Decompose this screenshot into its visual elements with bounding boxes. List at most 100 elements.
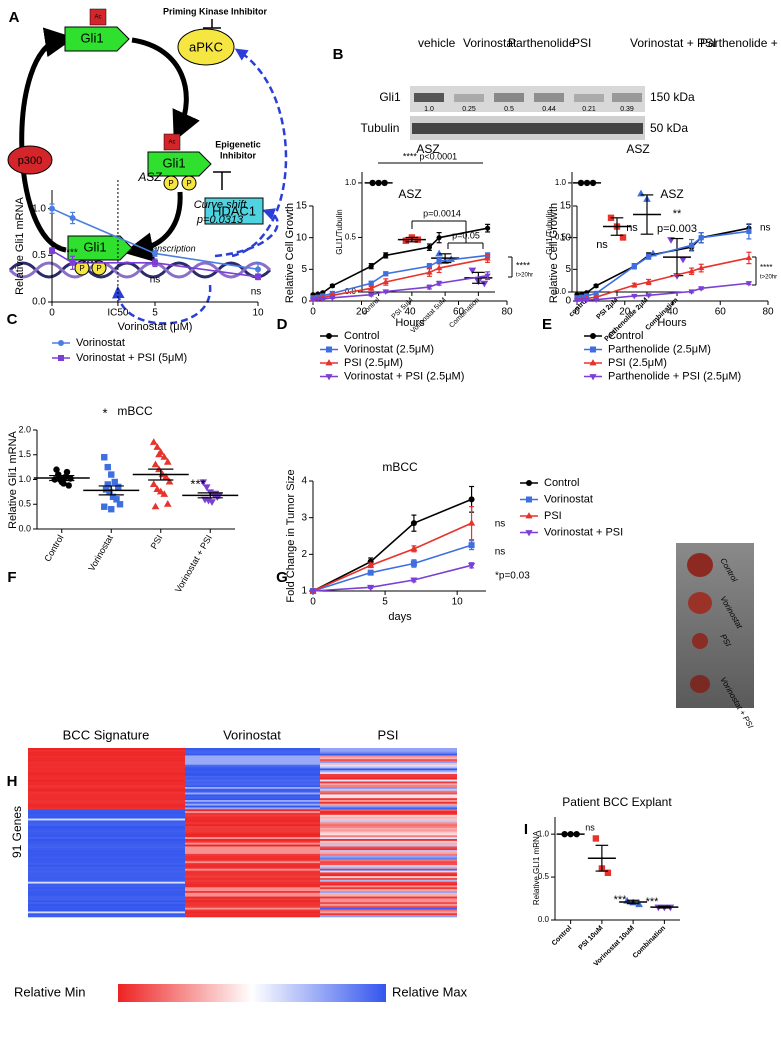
heatmap-row <box>320 913 457 916</box>
heatmap-row <box>185 909 320 912</box>
hdac-dashed-arrow <box>214 208 279 258</box>
heatmap-row <box>185 826 320 829</box>
data-point <box>604 869 612 876</box>
tumor-photo <box>676 543 754 708</box>
band-quantity: 1.0 <box>424 106 434 113</box>
heatmap-row <box>185 774 320 777</box>
nuclear-arrow <box>123 191 183 263</box>
gli1-shape <box>147 151 212 177</box>
y-tick-label: 10 <box>296 232 308 243</box>
data-point <box>485 225 491 231</box>
heatmap-row <box>28 911 185 914</box>
heatmap-row <box>28 876 185 879</box>
gli1-label: Gli1 <box>83 239 106 254</box>
lane-label: Vorinostat <box>463 36 517 50</box>
data-point <box>435 264 443 271</box>
heatmap-row <box>28 872 185 875</box>
panel-letter: D <box>277 316 288 333</box>
heatmap-row <box>320 898 457 901</box>
heatmap-row <box>28 796 185 799</box>
data-point <box>163 458 172 465</box>
legend-label: Vorinostat (2.5μM) <box>344 343 434 355</box>
heatmap-row <box>28 837 185 840</box>
heatmap-row <box>185 807 320 810</box>
heatmap-row <box>320 889 457 892</box>
heatmap-row <box>28 749 185 753</box>
heatmap-row <box>28 881 185 884</box>
heatmap-row <box>320 852 457 855</box>
heatmap-row <box>28 816 185 819</box>
heatmap-row <box>28 757 185 760</box>
heatmap-row <box>320 907 457 910</box>
heatmap-row <box>320 840 457 844</box>
heatmap-row <box>320 905 457 909</box>
legend-marker <box>58 340 64 346</box>
heatmap-row <box>320 842 457 845</box>
annotation: *** <box>614 894 628 906</box>
data-point <box>646 254 652 260</box>
heatmap-row <box>320 794 457 797</box>
chart-title: ASZ <box>398 187 421 201</box>
x-tick-label: 40 <box>667 307 679 318</box>
heatmap-row <box>320 813 457 816</box>
data-point <box>69 215 76 221</box>
heatmap-row <box>185 904 320 907</box>
heatmap-row <box>185 792 320 795</box>
y-tick-label: 2 <box>301 549 307 560</box>
heatmap-row <box>185 865 320 868</box>
x-tick-label: 20 <box>619 307 631 318</box>
heatmap-row <box>28 848 185 851</box>
data-point <box>746 228 752 234</box>
data-point <box>573 298 581 304</box>
heatmap-row <box>185 842 320 845</box>
heatmap-row <box>320 787 457 790</box>
heatmap-row <box>28 774 185 777</box>
heatmap-row <box>320 900 457 903</box>
heatmap-row <box>28 905 185 909</box>
data-point <box>309 588 317 595</box>
data-point <box>467 562 476 570</box>
heatmap-row <box>320 839 457 842</box>
data-point <box>631 293 638 300</box>
heatmap-row <box>320 859 457 862</box>
data-point <box>436 258 442 264</box>
data-point <box>382 278 389 285</box>
y-tick-label: 10 <box>560 232 572 243</box>
p300-label: p300 <box>18 155 42 167</box>
heatmap-row <box>185 879 320 883</box>
heatmap-row <box>320 790 457 793</box>
data-point <box>49 247 55 254</box>
annotation: **** <box>82 259 98 270</box>
heatmap-row <box>185 870 320 873</box>
data-point <box>60 480 67 487</box>
inhibitor-label: Priming Kinase Inhibitor <box>163 6 268 16</box>
tumor-image <box>690 675 710 693</box>
band-quantity: 0.25 <box>462 106 476 113</box>
heatmap-row <box>28 835 185 838</box>
heatmap-row <box>185 794 320 797</box>
data-point <box>152 259 158 266</box>
data-point <box>583 297 590 304</box>
heatmap-row <box>185 757 320 760</box>
x-tick-label: Control <box>42 533 65 563</box>
heatmap-row <box>28 865 185 868</box>
data-point <box>698 286 705 292</box>
heatmap-row <box>320 857 457 860</box>
data-point <box>645 293 652 299</box>
data-point <box>368 284 375 291</box>
acetyl-mark <box>89 8 107 26</box>
annotation: ns <box>150 275 161 286</box>
heatmap-row <box>28 840 185 844</box>
data-point <box>402 237 410 244</box>
data-point <box>108 506 115 513</box>
heatmap-row <box>185 883 320 886</box>
y-tick-label: 15 <box>560 201 572 212</box>
data-point <box>49 205 55 212</box>
inhibitor-label: Epigenetic <box>215 139 261 149</box>
heatmap-row <box>320 783 457 786</box>
data-point <box>367 561 375 568</box>
phospho-arrow <box>131 37 200 142</box>
row-label: Tubulin <box>361 121 400 135</box>
data-point <box>102 486 110 493</box>
